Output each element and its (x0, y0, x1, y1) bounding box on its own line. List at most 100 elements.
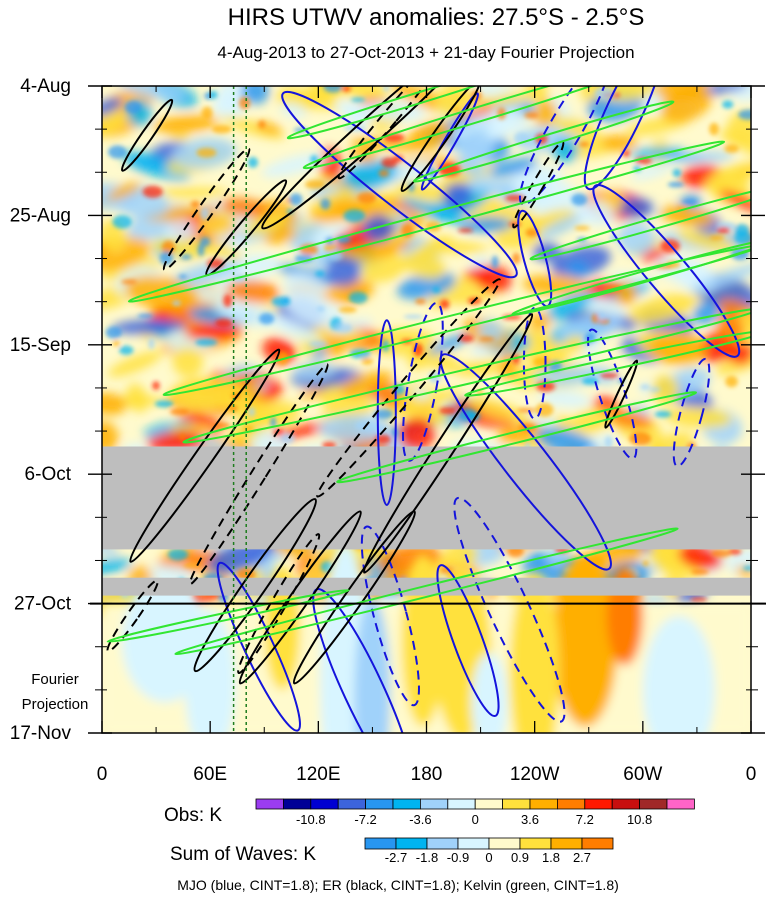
colorbar-label: -0.9 (447, 850, 469, 865)
anomaly-blob (526, 86, 549, 105)
anomaly-speck (439, 299, 450, 309)
kelvin-contour (127, 140, 726, 303)
mjo-contour (592, 183, 741, 358)
anomaly-speck (258, 312, 275, 325)
chart-subtitle: 4-Aug-2013 to 27-Oct-2013 + 21-day Fouri… (217, 43, 634, 62)
anomaly-speck (654, 410, 672, 418)
anomaly-blob (185, 238, 243, 260)
anomaly-blob (465, 178, 519, 196)
projection-blob (401, 554, 445, 727)
colorbar-label: 2.7 (573, 850, 591, 865)
anomaly-blob (464, 267, 494, 281)
anomaly-speck (439, 407, 457, 415)
anomaly-blob (111, 319, 186, 335)
anomaly-speck (491, 255, 499, 269)
anomaly-blob (225, 279, 280, 304)
anomaly-speck (180, 254, 192, 260)
anomaly-blob (661, 205, 715, 227)
anomaly-blob (397, 272, 456, 300)
anomaly-speck (672, 168, 682, 178)
er-contour (106, 579, 159, 653)
mjo-contour (439, 353, 612, 571)
colorbar-box (584, 798, 613, 810)
anomaly-blob (488, 158, 538, 177)
anomaly-blob (538, 215, 583, 239)
anomaly-speck (667, 181, 685, 188)
anomaly-speck (709, 122, 719, 136)
y-tick-label: 25-Aug (10, 205, 71, 226)
colorbar-box (447, 798, 476, 810)
anomaly-blob (186, 324, 239, 340)
anomaly-blob (102, 558, 133, 575)
anomaly-speck (211, 124, 232, 134)
anomaly-blob (102, 97, 123, 117)
er-contour (129, 348, 281, 563)
anomaly-speck (167, 548, 189, 561)
colorbar-box (611, 798, 641, 810)
anomaly-speck (458, 228, 474, 233)
x-tick-label: 120W (510, 764, 560, 785)
projection-blob (509, 572, 560, 733)
kelvin-contour (106, 589, 350, 643)
colorbar-box (282, 798, 312, 810)
anomaly-speck (604, 436, 613, 448)
anomaly-blob (153, 187, 229, 198)
x-tick-label: 120E (296, 764, 340, 785)
anomaly-speck (649, 387, 661, 392)
anomaly-blob (244, 213, 287, 237)
anomaly-blob (522, 274, 589, 296)
anomaly-blob (212, 92, 246, 119)
projection-blob (184, 609, 236, 733)
anomaly-blob (537, 390, 592, 408)
anomaly-blob (318, 414, 391, 442)
anomaly-blob (675, 230, 737, 252)
anomaly-speck (516, 408, 536, 413)
anomaly-speck (172, 300, 182, 307)
anomaly-blob (172, 347, 204, 378)
colorbar-label: -1.8 (416, 850, 438, 865)
anomaly-blob (350, 137, 421, 151)
anomaly-speck (178, 274, 188, 279)
anomaly-speck (154, 400, 174, 408)
anomaly-blob (531, 208, 576, 234)
anomaly-blob (631, 161, 675, 181)
anomaly-blob (617, 222, 656, 256)
anomaly-blob (126, 383, 148, 413)
anomaly-speck (361, 357, 374, 365)
colorbar-label: 10.8 (627, 812, 652, 827)
kelvin-contour (182, 307, 751, 444)
anomaly-blob (363, 214, 395, 243)
mjo-contour (672, 357, 711, 468)
anomaly-blob (102, 392, 127, 416)
anomaly-blob (152, 114, 220, 134)
colorbar-box (419, 798, 449, 810)
anomaly-speck (682, 199, 698, 205)
anomaly-blob (460, 217, 513, 233)
projection-blob (264, 566, 301, 690)
anomaly-speck (323, 86, 343, 93)
colorbar-box (529, 798, 558, 810)
projection-field (102, 542, 751, 733)
anomaly-speck (599, 373, 619, 379)
anomaly-speck (124, 100, 142, 114)
colorbar-box (365, 798, 394, 810)
anomaly-speck (338, 306, 357, 313)
anomaly-speck (598, 312, 605, 321)
anomaly-speck (594, 86, 615, 100)
er-contour (316, 278, 501, 498)
colorbar-box (639, 798, 668, 810)
anomaly-speck (374, 409, 394, 419)
colorbar-box (392, 798, 421, 810)
anomaly-speck (280, 433, 295, 444)
colorbar-label: 7.2 (576, 812, 594, 827)
mjo-contour (453, 496, 566, 723)
anomaly-speck (432, 286, 441, 293)
anomaly-speck (479, 336, 495, 342)
mjo-contour (587, 328, 638, 460)
anomaly-blob (727, 86, 751, 102)
obs-colorbar: -10.8 -7.2 -3.6 0 3.6 7.2 10.8 (255, 798, 695, 827)
anomaly-speck (382, 86, 390, 92)
anomaly-blob (124, 275, 200, 311)
anomaly-blob (726, 111, 751, 143)
